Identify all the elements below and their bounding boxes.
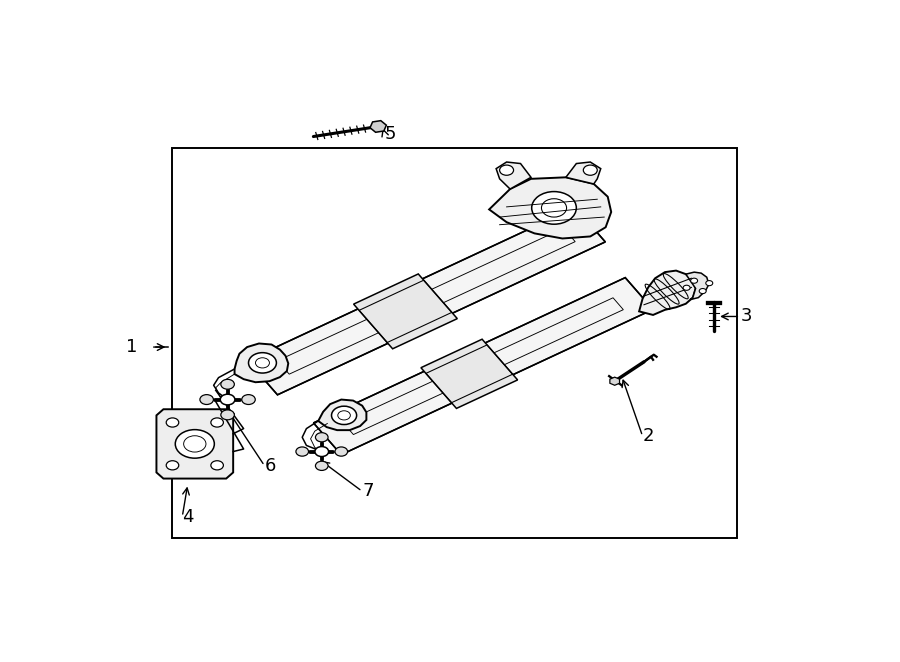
Circle shape (706, 281, 713, 286)
Circle shape (220, 394, 235, 405)
Polygon shape (639, 271, 696, 315)
Text: 7: 7 (362, 483, 374, 500)
Circle shape (220, 379, 234, 389)
Circle shape (242, 395, 256, 404)
Text: 6: 6 (265, 457, 276, 475)
Circle shape (699, 289, 707, 294)
Polygon shape (686, 272, 709, 300)
Circle shape (331, 406, 356, 424)
Circle shape (683, 285, 690, 291)
Polygon shape (421, 339, 518, 408)
Circle shape (200, 395, 213, 404)
Polygon shape (354, 274, 457, 349)
Polygon shape (157, 409, 233, 479)
Circle shape (315, 461, 328, 471)
Text: 5: 5 (384, 125, 396, 143)
Polygon shape (235, 344, 288, 382)
Circle shape (315, 433, 328, 442)
Circle shape (583, 165, 598, 175)
Polygon shape (490, 177, 611, 238)
Circle shape (211, 418, 223, 427)
Polygon shape (566, 162, 601, 184)
Text: 2: 2 (643, 427, 654, 446)
Bar (172, 148, 737, 538)
Polygon shape (319, 400, 366, 430)
Circle shape (315, 447, 328, 457)
Circle shape (166, 461, 179, 470)
Polygon shape (496, 162, 531, 189)
Polygon shape (248, 207, 606, 395)
Text: 3: 3 (740, 307, 752, 326)
Polygon shape (370, 120, 386, 132)
Circle shape (220, 410, 234, 420)
Circle shape (176, 430, 214, 458)
Circle shape (166, 418, 179, 427)
Circle shape (211, 461, 223, 470)
Polygon shape (313, 277, 653, 455)
Circle shape (248, 353, 276, 373)
Circle shape (296, 447, 309, 456)
Circle shape (335, 447, 347, 456)
Text: 4: 4 (182, 508, 194, 526)
Text: 1: 1 (126, 338, 138, 356)
Circle shape (690, 278, 698, 283)
Polygon shape (610, 377, 619, 385)
Circle shape (532, 191, 576, 224)
Circle shape (500, 165, 514, 175)
